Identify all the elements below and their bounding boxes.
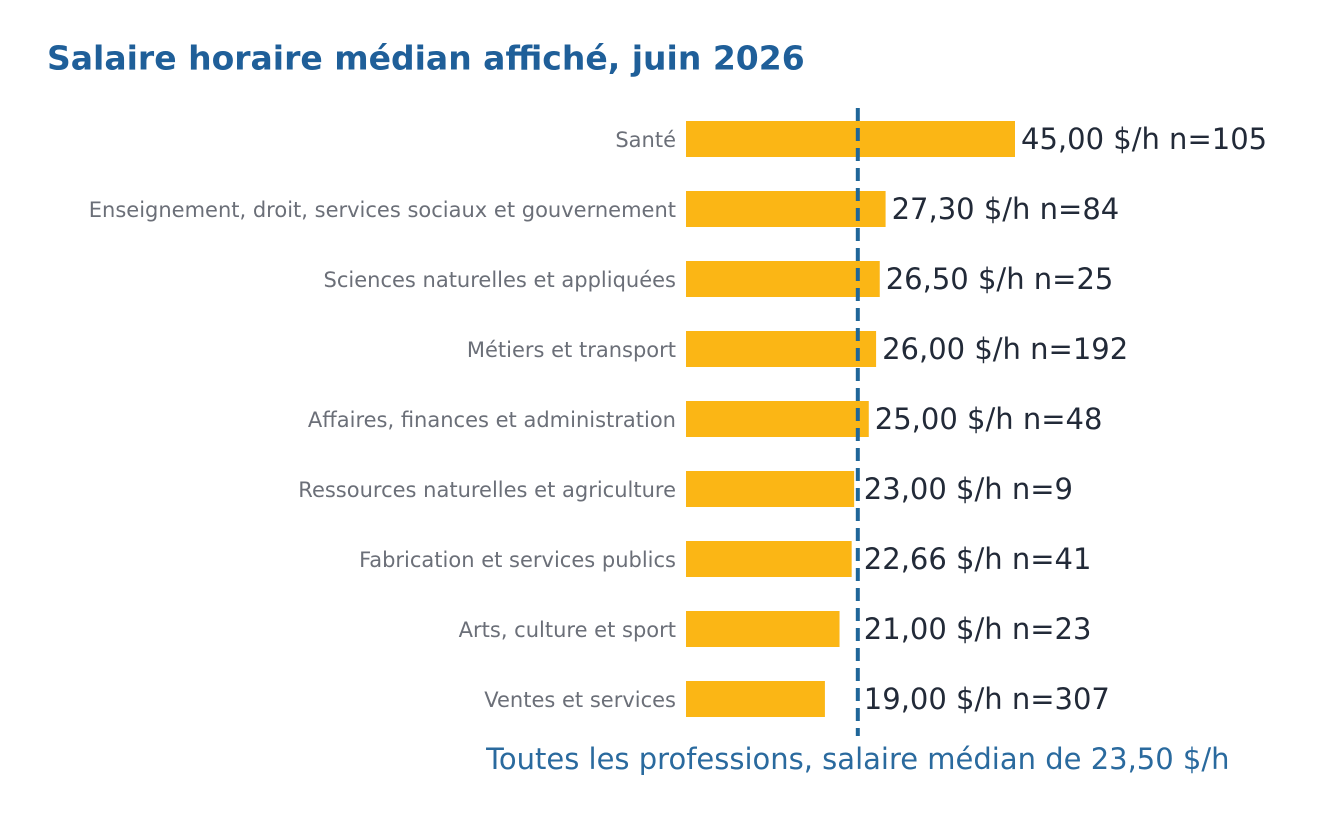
reference-label: Toutes les professions, salaire médian d… [485,742,1229,776]
category-label: Santé [615,128,676,152]
bar [686,191,886,227]
category-label: Sciences naturelles et appliquées [324,268,677,292]
bar [686,121,1015,157]
bar [686,611,840,647]
value-label: 26,00 $/h n=192 [882,332,1128,366]
value-label: 26,50 $/h n=25 [886,262,1114,296]
category-label: Ressources naturelles et agriculture [298,478,676,502]
value-label: 21,00 $/h n=23 [864,612,1092,646]
bar [686,261,880,297]
value-label: 23,00 $/h n=9 [864,472,1073,506]
value-label: 25,00 $/h n=48 [875,402,1103,436]
category-label: Ventes et services [484,688,676,712]
category-label: Fabrication et services publics [359,548,676,572]
value-label: 19,00 $/h n=307 [864,682,1110,716]
value-label: 27,30 $/h n=84 [892,192,1120,226]
category-label: Enseignement, droit, services sociaux et… [89,198,676,222]
bar [686,681,825,717]
value-label: 22,66 $/h n=41 [864,542,1092,576]
category-label: Affaires, finances et administration [308,408,676,432]
bar [686,471,855,507]
category-label: Métiers et transport [467,338,676,362]
bar [686,401,869,437]
category-label: Arts, culture et sport [459,618,676,642]
value-label: 45,00 $/h n=105 [1021,122,1267,156]
bar [686,541,852,577]
bar [686,331,877,367]
chart-title: Salaire horaire médian affiché, juin 202… [47,39,805,78]
